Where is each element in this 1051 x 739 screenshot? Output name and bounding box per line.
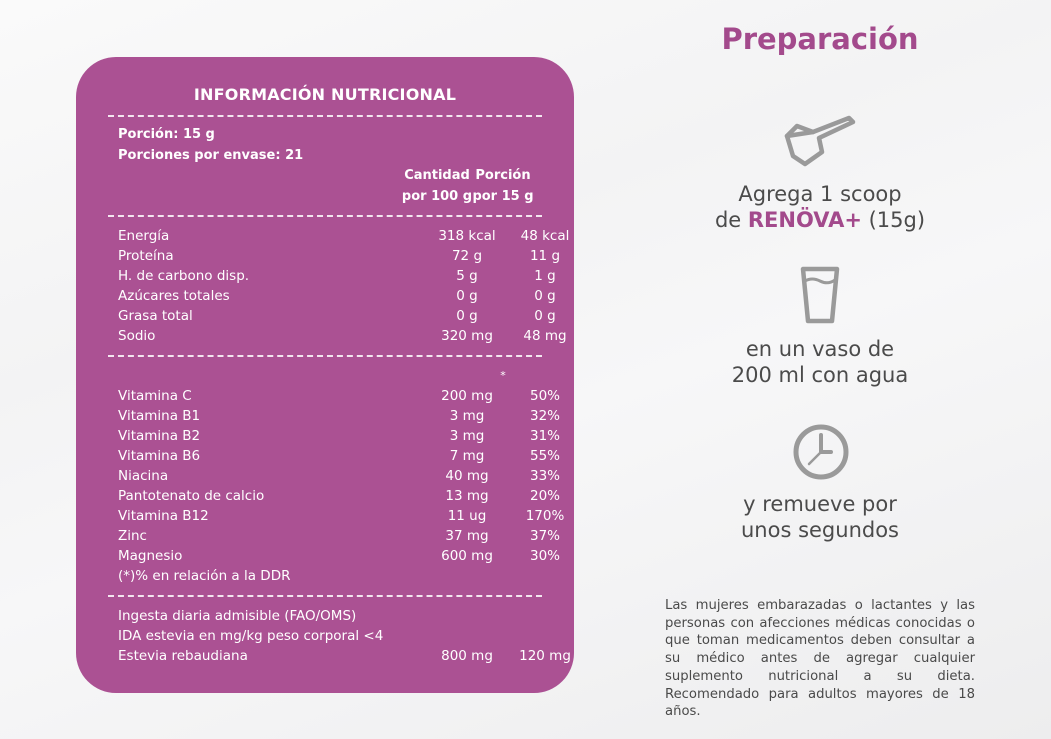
table-row: Pantotenato de calcio 13 mg 20%	[118, 486, 560, 506]
value-per-100g: 318 kcal	[438, 228, 496, 244]
value-per-serving: 48 kcal	[520, 228, 570, 244]
value-per-serving: 32%	[529, 408, 560, 424]
table-row: Grasa total 0 g 0 g	[118, 306, 556, 326]
column-header-line: Porción	[475, 168, 531, 183]
column-header-line: por 15 g	[472, 189, 534, 204]
step-3-line2: unos segundos	[740, 518, 899, 542]
nutrient-label: Zinc	[118, 528, 147, 544]
table-row: Sodio 320 mg 48 mg	[118, 326, 567, 346]
step-1-prefix: de	[714, 208, 748, 232]
value-per-serving: 50%	[529, 388, 560, 404]
divider	[108, 355, 542, 357]
value-per-serving: 48 mg	[523, 328, 567, 344]
value-per-100g: 72 g	[451, 248, 483, 264]
value-per-100g: 800 mg	[441, 648, 493, 664]
nutrient-label: Vitamina C	[118, 388, 192, 404]
table-row: Vitamina B1 3 mg 32%	[118, 406, 560, 426]
value-per-serving: 1 g	[534, 268, 556, 284]
clock-icon	[793, 424, 849, 480]
value-per-serving: 33%	[529, 468, 560, 484]
step-1-line1: Agrega 1 scoop	[738, 182, 902, 206]
divider	[108, 215, 542, 217]
value-per-100g: 0 g	[456, 308, 478, 324]
value-per-serving: 55%	[529, 448, 560, 464]
table-row: H. de carbono disp. 5 g 1 g	[118, 266, 556, 286]
value-per-100g: 3 mg	[449, 408, 485, 424]
value-per-serving: 31%	[529, 428, 560, 444]
nutrient-label: H. de carbono disp.	[118, 268, 250, 284]
serving-size: Porción: 15 g	[118, 127, 215, 142]
nutrient-label: Magnesio	[118, 548, 183, 564]
value-per-100g: 13 mg	[445, 488, 489, 504]
value-per-serving: 0 g	[534, 288, 556, 304]
value-per-100g: 7 mg	[449, 448, 485, 464]
value-per-serving: 120 mg	[519, 648, 571, 664]
table-row: Vitamina C 200 mg 50%	[118, 386, 560, 406]
value-per-100g: 0 g	[456, 288, 478, 304]
nutrient-label: Azúcares totales	[118, 288, 230, 304]
value-per-100g: 40 mg	[445, 468, 489, 484]
ddr-footnote: (*)% en relación a la DDR	[118, 568, 291, 584]
glass-icon	[800, 266, 840, 324]
nutrient-label: Estevia rebaudiana	[118, 648, 248, 664]
value-per-serving: 170%	[525, 508, 565, 524]
nutrient-label: Vitamina B2	[118, 428, 201, 444]
ddr-asterisk: *	[500, 369, 506, 382]
value-per-serving: 37%	[529, 528, 560, 544]
nutrient-label: Vitamina B1	[118, 408, 201, 424]
value-per-100g: 320 mg	[441, 328, 493, 344]
table-row: Vitamina B2 3 mg 31%	[118, 426, 560, 446]
nutrient-label: Sodio	[118, 328, 156, 344]
table-row: Energía 318 kcal 48 kcal	[118, 226, 569, 246]
column-header-per-serving: Porción por 15 g	[468, 165, 538, 207]
scoop-icon	[784, 115, 856, 167]
nutrient-label: Vitamina B6	[118, 448, 201, 464]
table-row: Azúcares totales 0 g 0 g	[118, 286, 556, 306]
value-per-100g: 600 mg	[441, 548, 493, 564]
nutrition-facts-panel: INFORMACIÓN NUTRICIONAL Porción: 15 g Po…	[76, 57, 574, 693]
table-row: Proteína 72 g 11 g	[118, 246, 560, 266]
value-per-100g: 11 ug	[447, 508, 487, 524]
ida-stevia-note: IDA estevia en mg/kg peso corporal <4	[118, 628, 384, 644]
column-header-per-100g: Cantidad por 100 g	[382, 165, 492, 207]
step-2-text: en un vaso de 200 ml con agua	[680, 336, 960, 388]
step-1-text: Agrega 1 scoop de RENÖVA+ (15g)	[680, 181, 960, 233]
divider	[108, 115, 542, 117]
value-per-100g: 3 mg	[449, 428, 485, 444]
step-1-suffix: (15g)	[861, 208, 926, 232]
step-3-text: y remueve por unos segundos	[680, 491, 960, 543]
preparation-title: Preparación	[721, 22, 919, 56]
column-header-line: Cantidad	[404, 168, 470, 183]
value-per-100g: 200 mg	[441, 388, 493, 404]
step-3-line1: y remueve por	[743, 492, 897, 516]
ida-heading: Ingesta diaria admisible (FAO/OMS)	[118, 608, 357, 624]
nutrient-label: Proteína	[118, 248, 174, 264]
value-per-100g: 5 g	[456, 268, 478, 284]
column-header-line: por 100 g	[401, 189, 473, 204]
value-per-serving: 0 g	[534, 308, 556, 324]
table-row: Niacina 40 mg 33%	[118, 466, 560, 486]
nutrient-label: Grasa total	[118, 308, 193, 324]
brand-name: RENÖVA+	[747, 208, 862, 232]
value-per-serving: 30%	[529, 548, 560, 564]
nutrient-label: Pantotenato de calcio	[118, 488, 265, 504]
divider	[108, 595, 542, 597]
value-per-serving: 11 g	[529, 248, 561, 264]
nutrient-label: Niacina	[118, 468, 169, 484]
value-per-100g: 37 mg	[445, 528, 489, 544]
step-2-line2: 200 ml con agua	[731, 363, 909, 387]
health-disclaimer: Las mujeres embarazadas o lactantes y la…	[665, 598, 975, 720]
value-per-serving: 20%	[529, 488, 560, 504]
nutrient-label: Energía	[118, 228, 170, 244]
table-row: Vitamina B12 11 ug 170%	[118, 506, 564, 526]
servings-per-container: Porciones por envase: 21	[118, 148, 304, 163]
step-2-line1: en un vaso de	[745, 337, 895, 361]
step-1-line2: de RENÖVA+ (15g)	[680, 207, 960, 233]
table-row: Zinc 37 mg 37%	[118, 526, 560, 546]
table-row: Magnesio 600 mg 30%	[118, 546, 560, 566]
table-row: Vitamina B6 7 mg 55%	[118, 446, 560, 466]
nutrient-label: Vitamina B12	[118, 508, 209, 524]
table-row: Estevia rebaudiana 800 mg 120 mg	[118, 646, 571, 666]
nutrition-title: INFORMACIÓN NUTRICIONAL	[193, 85, 457, 104]
